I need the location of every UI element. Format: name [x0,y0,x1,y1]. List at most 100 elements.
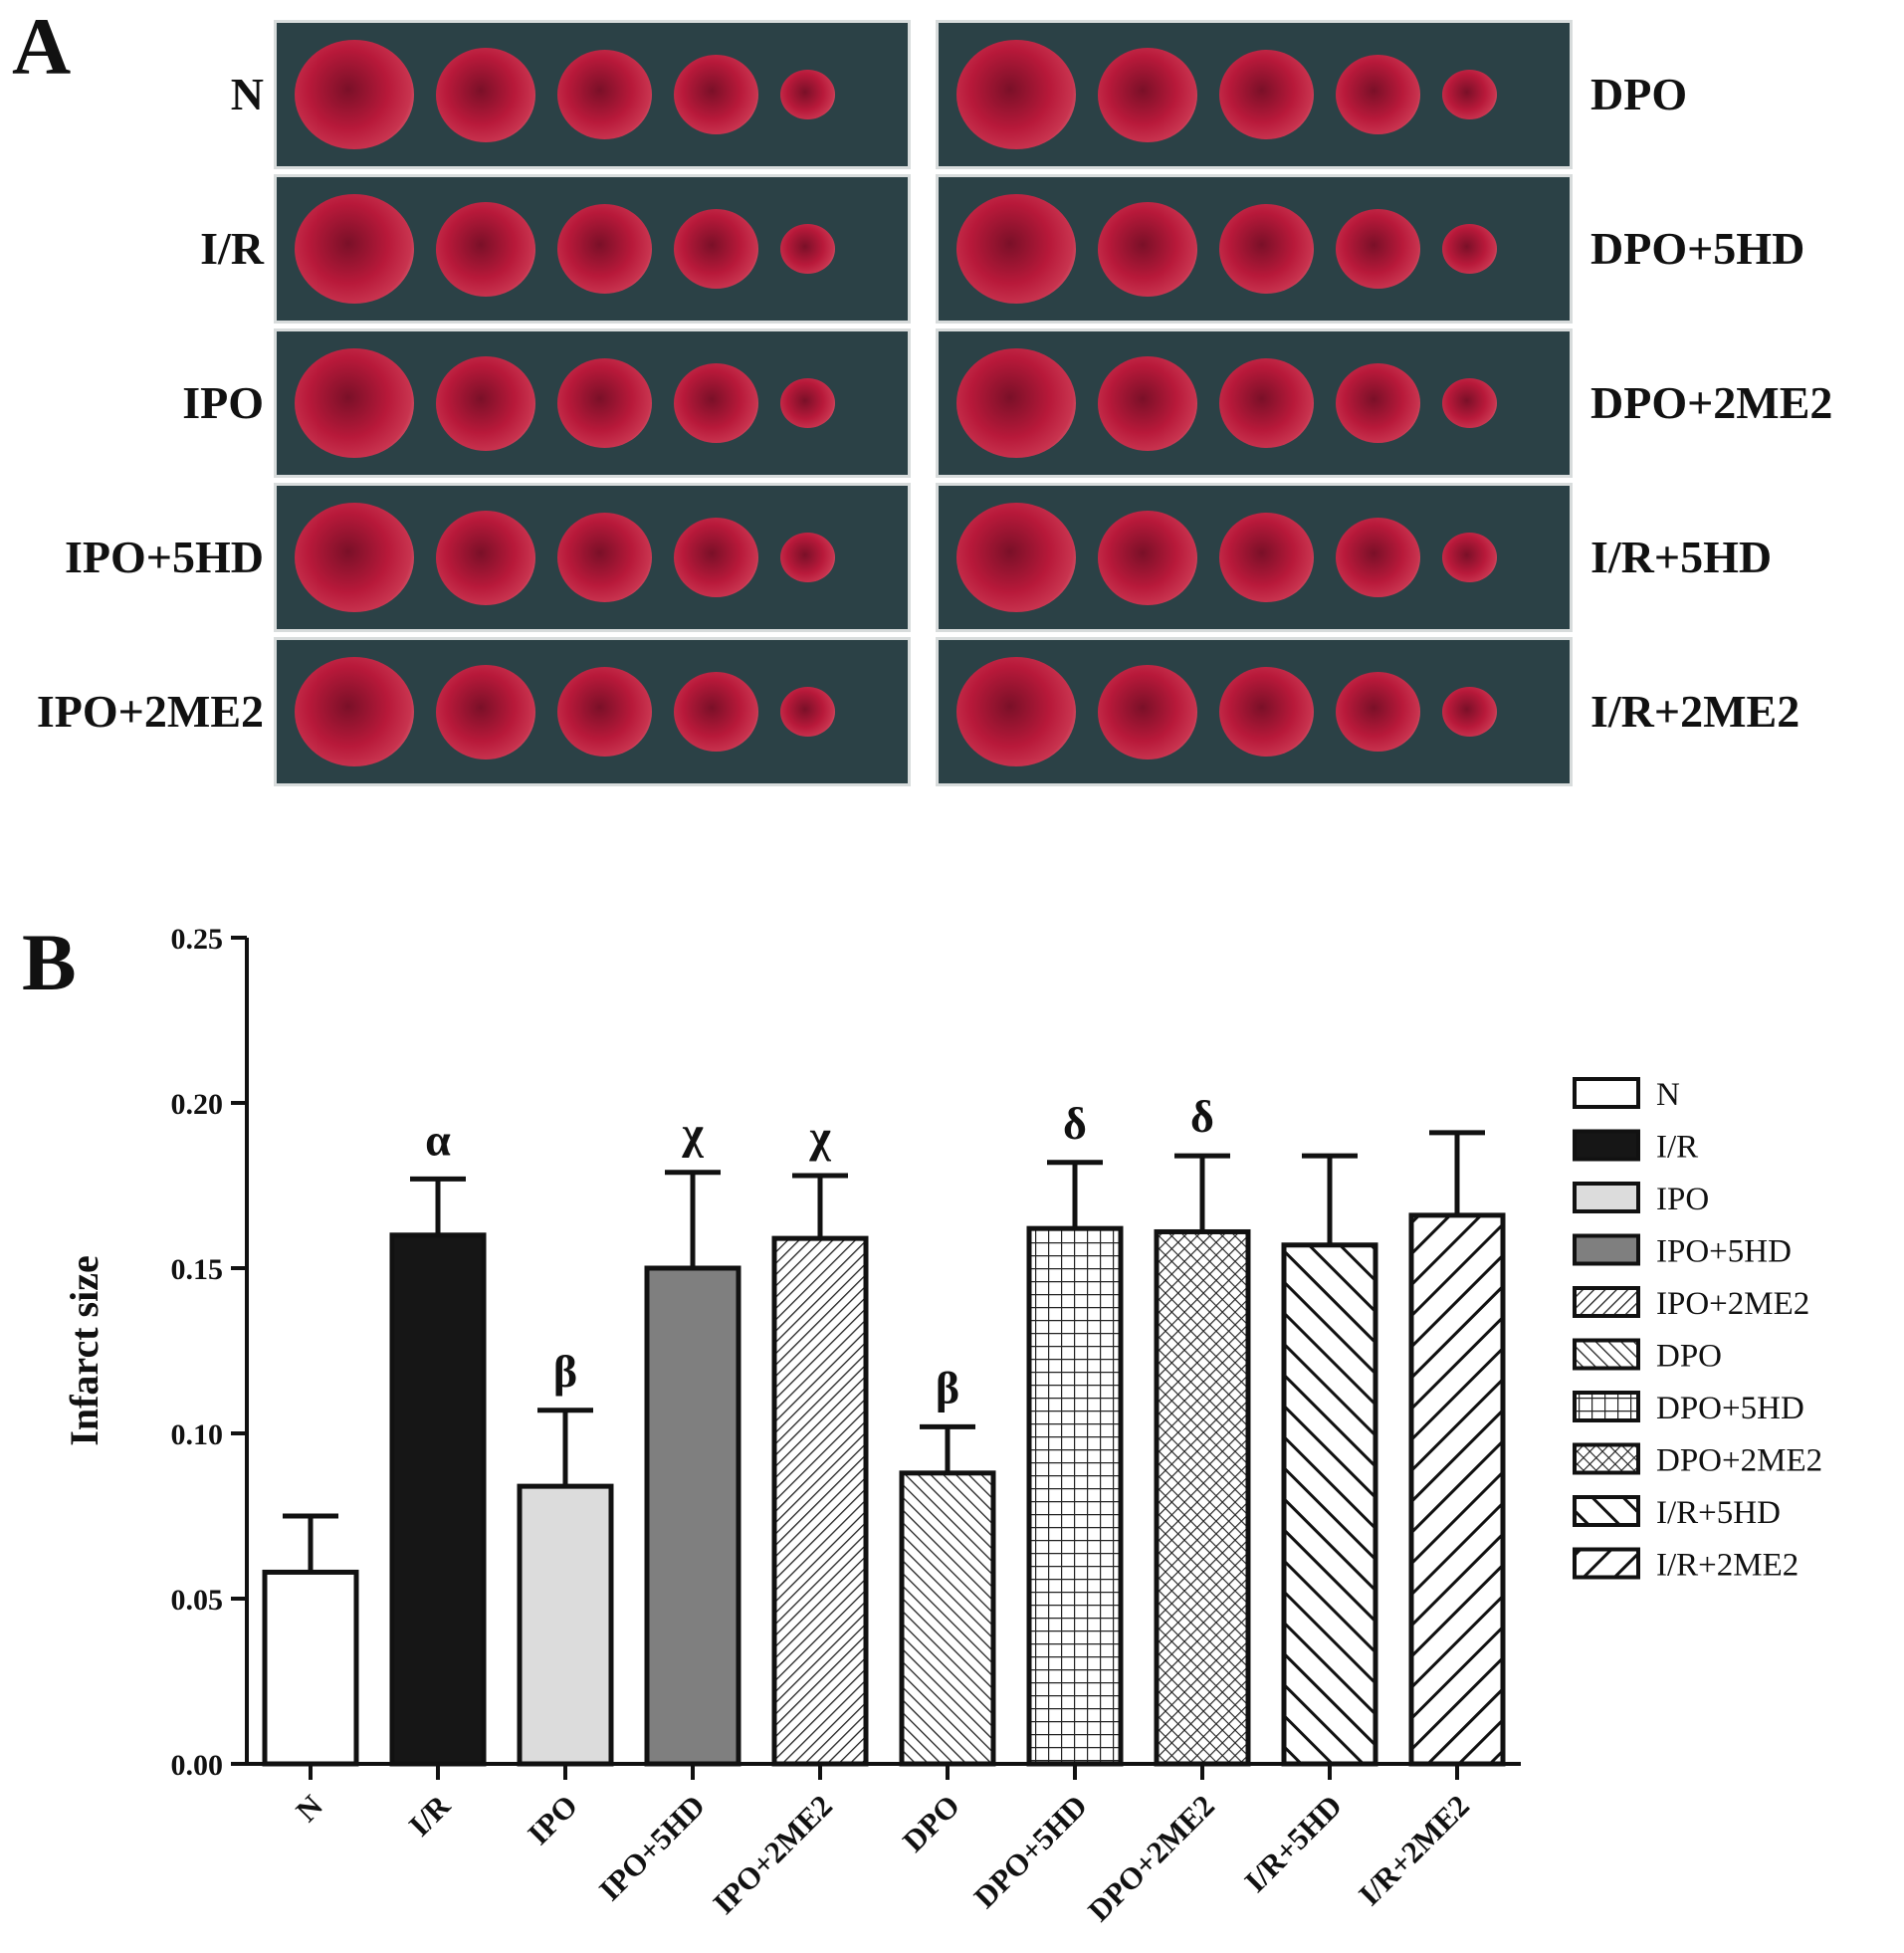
x-tick-label: DPO+5HD [967,1788,1094,1914]
heart-slice [780,378,835,428]
heart-slice [1442,378,1497,428]
row-label-left: IPO [182,377,264,428]
heart-slice [1442,224,1497,274]
y-tick-label: 0.00 [171,1749,224,1782]
row-label-right: DPO+5HD [1590,223,1805,274]
heart-slice [674,518,758,597]
y-tick-label: 0.05 [171,1584,224,1617]
legend-swatch [1573,1391,1640,1422]
row-label-right: I/R+2ME2 [1590,686,1800,737]
heart-slice [1098,47,1197,142]
heart-slice [1098,355,1197,451]
photo-strip-left-1 [274,20,911,169]
y-axis-label: Infarct size [62,1255,106,1445]
heart-slice [1219,513,1314,602]
bar-i-r-5hd [1281,1242,1378,1767]
heart-slice [1336,518,1420,597]
heart-slice [1219,50,1314,139]
row-label-left: N [230,69,264,119]
heart-slice [557,667,652,757]
bar-dpo-5hd [1026,1225,1124,1767]
photo-strip-left-4 [274,483,911,632]
row-label-left: IPO+5HD [65,532,264,582]
legend-label: IPO+2ME2 [1656,1286,1809,1322]
row-label-right: DPO [1590,69,1688,119]
heart-slice [295,194,414,304]
heart-slice [1442,70,1497,119]
heart-slice [780,224,835,274]
legend-swatch [1573,1547,1640,1580]
significance-label: α [425,1114,451,1165]
heart-slice [1098,201,1197,297]
heart-slice [956,348,1076,458]
heart-slice [780,70,835,119]
x-tick-label: IPO [521,1788,584,1851]
row-label-right: DPO+2ME2 [1590,377,1833,428]
bar-i-r-2me2 [1408,1212,1506,1767]
photo-strip-right-2 [936,174,1573,324]
panel-b-label: B [22,917,77,1007]
heart-slice [956,40,1076,149]
significance-label: β [553,1346,577,1397]
photo-strip-left-3 [274,328,911,478]
significance-label: δ [1190,1091,1214,1142]
row-label-left: I/R [200,223,264,274]
heart-slice [1336,672,1420,752]
heart-slice [557,50,652,139]
heart-slice [956,503,1076,612]
heart-slice [436,47,535,142]
significance-label: χ [681,1108,704,1159]
heart-slice [780,687,835,737]
bar-ipo-5hd [644,1265,741,1767]
heart-slice [1336,55,1420,134]
legend-swatch [1573,1338,1640,1371]
legend-swatch [1573,1077,1640,1109]
heart-slice [956,657,1076,766]
photo-strip-left-5 [274,637,911,786]
heart-slice [436,355,535,451]
heart-slice [1219,358,1314,448]
row-label-right: I/R+5HD [1590,532,1773,582]
legend-label: N [1656,1077,1680,1113]
heart-slice [557,358,652,448]
heart-slice [1336,209,1420,289]
legend-swatch [1573,1233,1640,1266]
bar-ipo-2me2 [771,1235,869,1767]
legend-swatch [1573,1442,1640,1475]
heart-slice [674,209,758,289]
heart-slice [956,194,1076,304]
heart-slice [1098,510,1197,605]
significance-label: δ [1063,1098,1087,1149]
photo-strip-right-5 [936,637,1573,786]
photo-strip-right-1 [936,20,1573,169]
legend-label: DPO+5HD [1656,1391,1804,1426]
legend-swatch [1573,1286,1640,1318]
heart-slice [674,55,758,134]
x-tick-label: IPO+5HD [592,1788,712,1907]
legend-label: I/R+5HD [1656,1495,1781,1531]
heart-slice [674,363,758,443]
heart-slice [1336,363,1420,443]
x-tick-label: N [289,1788,329,1829]
panel-a-label: A [12,1,72,92]
legend-label: I/R+2ME2 [1656,1548,1798,1584]
heart-slice [1442,533,1497,582]
legend-swatch [1573,1495,1640,1527]
photo-strip-right-3 [936,328,1573,478]
legend-swatch [1573,1182,1640,1213]
row-label-left: IPO+2ME2 [36,686,264,737]
heart-slice [557,513,652,602]
heart-slice [295,40,414,149]
y-tick-label: 0.10 [171,1418,224,1451]
x-tick-label: IPO+2ME2 [707,1788,839,1920]
bar-ipo [517,1483,614,1767]
heart-slice [436,664,535,760]
x-tick-label: I/R+5HD [1237,1788,1349,1899]
legend-label: IPO [1656,1182,1709,1217]
bar-i-r [389,1232,487,1767]
legend-label: I/R [1656,1130,1698,1166]
heart-slice [1219,204,1314,294]
legend-swatch [1573,1129,1640,1162]
